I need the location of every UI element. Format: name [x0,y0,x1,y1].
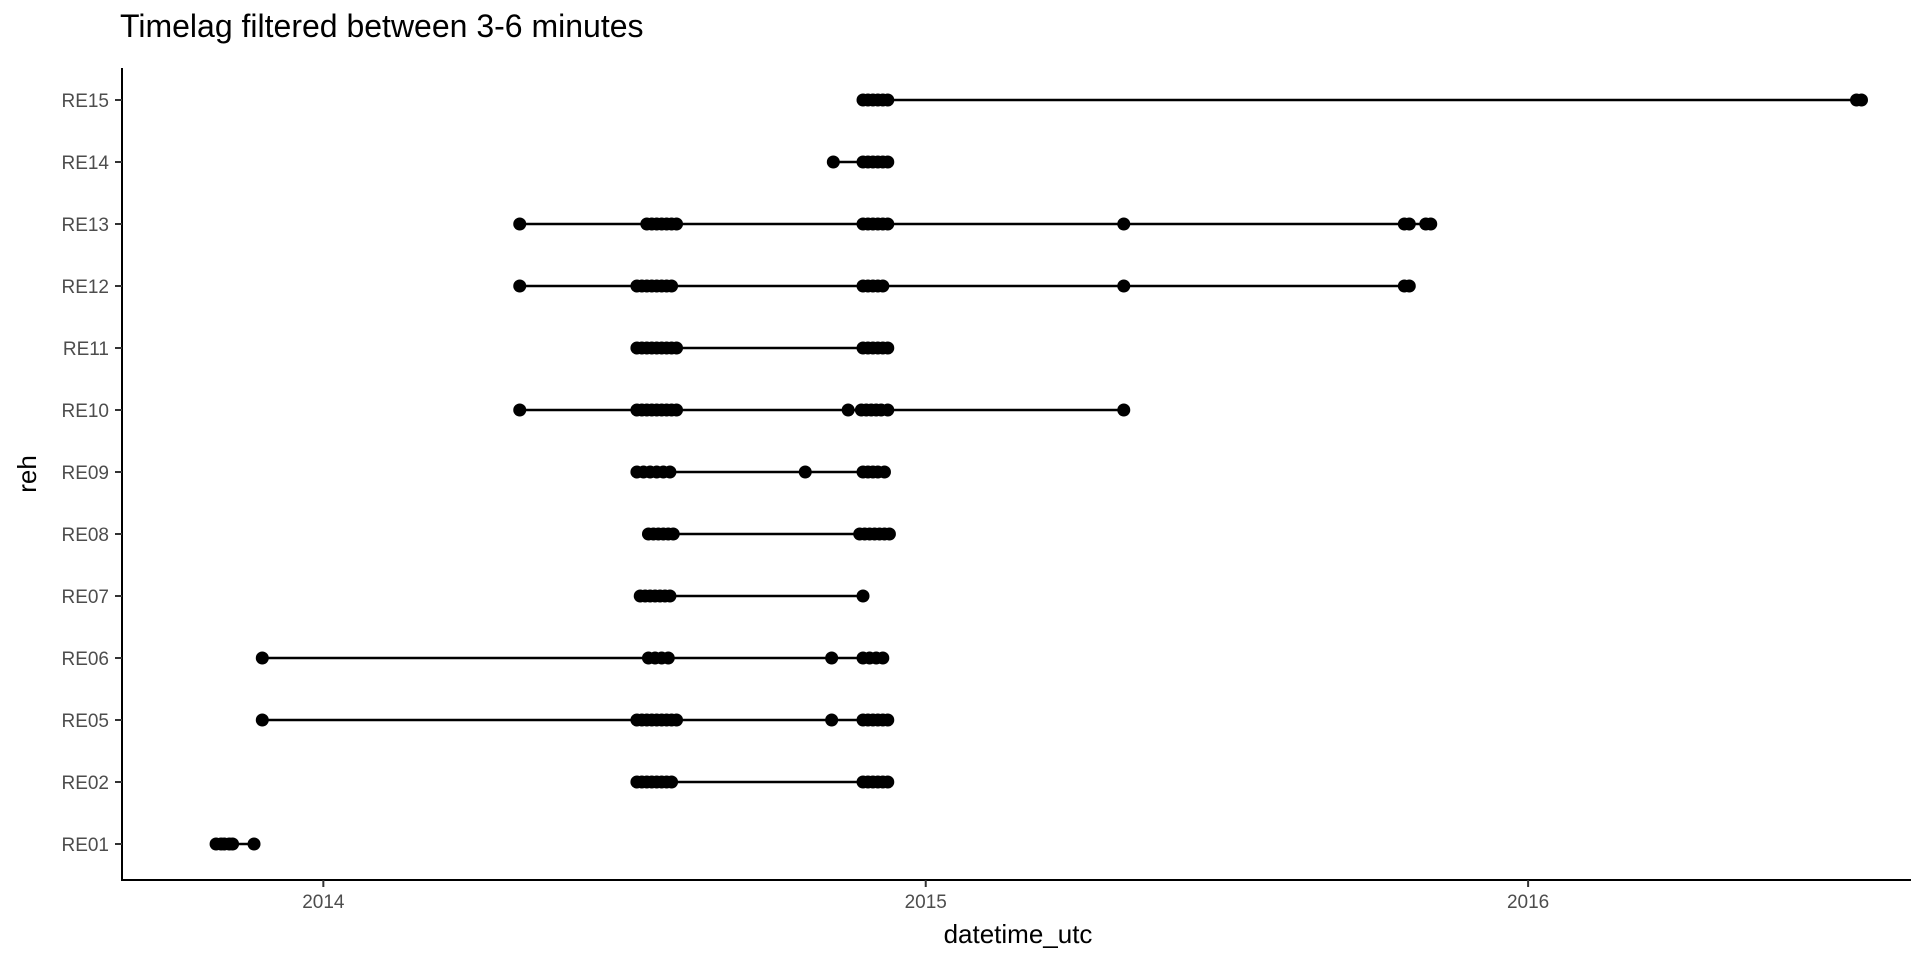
y-tick-label: RE07 [61,587,109,608]
data-point [1402,217,1416,231]
y-tick-label: RE15 [61,91,109,112]
x-axis-ticks: 2014 2015 2016 [302,880,1549,913]
y-axis-ticks: RE01 RE02 RE05 RE06 RE07 RE08 RE09 RE10 RE11 RE12… [61,91,122,856]
data-point [881,713,895,727]
y-tick-label: RE13 [61,215,109,236]
y-tick-label: RE12 [61,277,109,298]
y-tick-label: RE14 [61,153,109,174]
data-point [876,279,890,293]
x-axis-title: datetime_utc [944,919,1093,949]
y-tick-label: RE08 [61,525,109,546]
data-point [661,651,675,665]
data-point [255,651,269,665]
data-point [513,217,527,231]
data-point [825,651,839,665]
data-point [881,217,895,231]
data-point [1117,279,1131,293]
data-point [247,837,261,851]
data-point [513,279,527,293]
series-lines [216,98,1862,846]
data-point [881,155,895,169]
data-point [670,217,684,231]
data-point [1854,93,1868,107]
series-points [209,93,1868,851]
data-point [666,527,680,541]
y-tick-label: RE05 [61,711,109,732]
data-point [255,713,269,727]
chart-title: Timelag filtered between 3-6 minutes [120,8,644,44]
x-tick-label: 2014 [302,892,345,913]
data-point [826,155,840,169]
y-tick-label: RE06 [61,649,109,670]
data-point [881,775,895,789]
data-point [670,341,684,355]
data-point [1117,403,1131,417]
y-tick-label: RE01 [61,835,109,856]
data-point [882,527,896,541]
data-point [856,589,870,603]
data-point [663,465,677,479]
y-tick-label: RE11 [63,339,109,360]
data-point [665,279,679,293]
data-point [226,837,240,851]
data-point [881,93,895,107]
y-tick-label: RE09 [61,463,109,484]
data-point [663,589,677,603]
data-point [841,403,855,417]
data-point [1424,217,1438,231]
data-point [665,775,679,789]
y-axis-title: reh [12,455,42,493]
data-point [798,465,812,479]
data-point [1402,279,1416,293]
data-point [877,465,891,479]
data-point [513,403,527,417]
data-point [1117,217,1131,231]
x-tick-label: 2015 [905,892,947,913]
data-point [670,403,684,417]
data-point [825,713,839,727]
data-point [881,403,895,417]
data-point [876,651,890,665]
x-tick-label: 2016 [1507,892,1549,913]
y-tick-label: RE02 [61,773,109,794]
data-point [670,713,684,727]
y-tick-label: RE10 [61,401,109,422]
data-point [881,341,895,355]
